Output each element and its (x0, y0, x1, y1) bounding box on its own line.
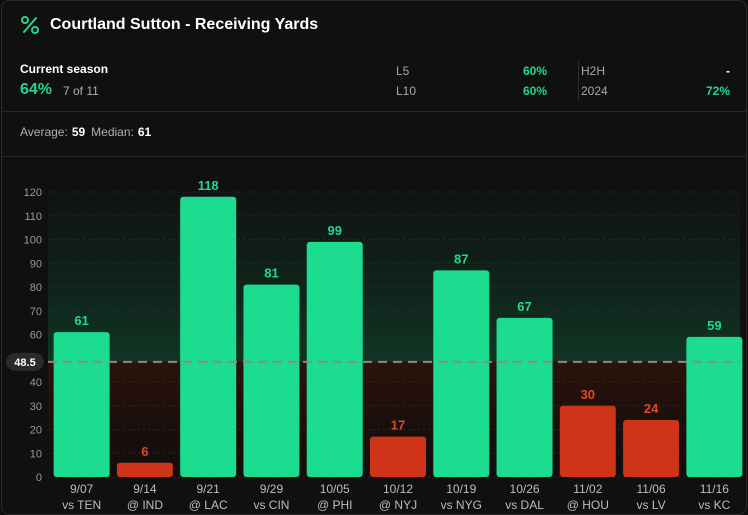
x-tick-date: 9/14 (133, 482, 157, 496)
x-tick-opponent: vs TEN (62, 498, 101, 512)
median-label: Median: (91, 125, 134, 139)
y-tick-label: 70 (30, 306, 42, 318)
bar (306, 241, 363, 477)
y-tick-label: 100 (24, 235, 42, 247)
x-tick-date: 10/19 (446, 482, 476, 496)
x-tick-date: 10/12 (383, 482, 413, 496)
l5-label: L5 (396, 64, 410, 78)
x-tick-opponent: vs CIN (253, 498, 289, 512)
x-tick-opponent: @ PHI (317, 498, 353, 512)
y-tick-label: 40 (30, 377, 42, 389)
bar (180, 196, 237, 477)
bar (243, 284, 300, 477)
bar-value-label: 61 (74, 313, 88, 328)
x-tick-date: 10/05 (320, 482, 350, 496)
bar-value-label: 118 (198, 178, 219, 193)
x-tick-opponent: @ LAC (189, 498, 228, 512)
bar-value-label: 67 (517, 299, 531, 314)
x-tick-opponent: vs DAL (505, 498, 544, 512)
average-label: Average: (20, 125, 68, 139)
x-tick-date: 11/02 (573, 482, 602, 496)
x-tick-opponent: vs KC (698, 498, 730, 512)
season-2024-value: 72% (705, 84, 730, 98)
current-season-pct: 64% (20, 81, 53, 98)
percent-icon (21, 16, 39, 34)
x-tick-date: 10/26 (510, 482, 540, 496)
bar-value-label: 6 (141, 444, 148, 459)
over-zone (48, 192, 740, 362)
bar-value-label: 59 (707, 318, 721, 333)
y-tick-label: 60 (30, 330, 42, 342)
bar-value-label: 24 (644, 401, 659, 416)
x-tick-opponent: @ IND (127, 498, 164, 512)
x-tick-opponent: vs NYG (441, 498, 482, 512)
average-median-summary: Average: 59 Median: 61 (20, 125, 157, 139)
x-tick-opponent: @ NYJ (379, 498, 417, 512)
y-tick-label: 110 (24, 211, 42, 223)
l5-value: 60% (522, 64, 547, 78)
bar (370, 436, 426, 477)
bar-value-label: 87 (454, 251, 468, 266)
threshold-label: 48.5 (14, 357, 35, 369)
l10-value: 60% (522, 84, 547, 98)
divider (2, 156, 746, 157)
x-tick-opponent: @ HOU (567, 498, 609, 512)
bar-value-label: 81 (264, 266, 278, 281)
bar (623, 420, 680, 477)
bar-value-label: 30 (581, 387, 595, 402)
bar (559, 405, 616, 477)
y-tick-label: 30 (30, 401, 42, 413)
threshold-badge (6, 352, 44, 371)
x-tick-date: 9/29 (260, 482, 284, 496)
l10-label: L10 (396, 84, 417, 98)
y-tick-label: 90 (30, 258, 42, 270)
x-tick-date: 11/06 (637, 482, 666, 496)
bar (53, 332, 110, 477)
average-value: 59 (71, 125, 86, 139)
stats-divider (578, 61, 579, 101)
h2h-value: - (726, 64, 730, 78)
y-tick-label: 10 (30, 448, 42, 460)
bar (686, 336, 743, 477)
bar (433, 270, 490, 477)
current-season-count: 7 of 11 (63, 84, 99, 98)
y-tick-label: 80 (30, 282, 42, 294)
hit-rate-stats: Current season 64% 7 of 11 L5 60% L10 60… (20, 61, 732, 105)
h2h-label: H2H (581, 64, 606, 78)
y-tick-label: 0 (36, 472, 42, 484)
divider (2, 111, 746, 112)
bar-value-label: 99 (327, 223, 341, 238)
card-header: Courtland Sutton - Receiving Yards (20, 15, 318, 35)
y-tick-label: 120 (24, 187, 42, 199)
bar-value-label: 17 (391, 418, 405, 433)
current-season-label: Current season (20, 62, 109, 76)
x-tick-opponent: vs LV (637, 498, 666, 512)
y-tick-label: 20 (30, 425, 42, 437)
x-tick-date: 11/16 (700, 482, 729, 496)
x-tick-date: 9/21 (197, 482, 221, 496)
bar (116, 462, 173, 477)
season-2024-label: 2024 (581, 84, 608, 98)
bar (496, 317, 553, 477)
x-tick-date: 9/07 (70, 482, 94, 496)
median-value: 61 (137, 125, 152, 139)
page-title: Courtland Sutton - Receiving Yards (50, 16, 319, 33)
